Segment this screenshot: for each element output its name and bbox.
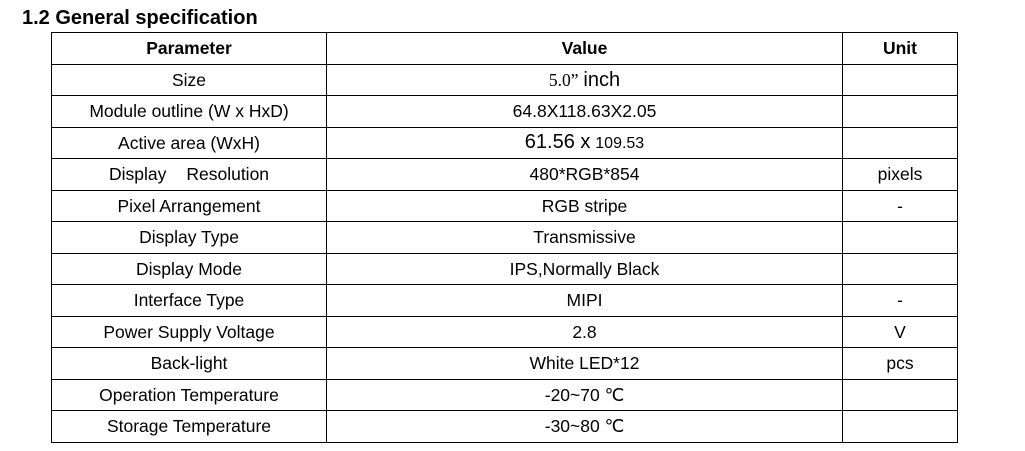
unit-cell: pcs xyxy=(842,347,958,380)
table-row: Display Type Transmissive xyxy=(51,221,958,254)
unit-cell xyxy=(842,221,958,254)
value-cell: Transmissive xyxy=(326,221,843,254)
table-row: Module outline (W x HxD) 64.8X118.63X2.0… xyxy=(51,95,958,128)
value-cell: MIPI xyxy=(326,284,843,317)
param-cell: Interface Type xyxy=(51,284,327,317)
unit-cell xyxy=(842,252,958,285)
section-heading: 1.2 General specification xyxy=(22,7,258,29)
value-cell: IPS,Normally Black xyxy=(326,252,843,285)
column-header-unit: Unit xyxy=(842,32,958,65)
value-cell: RGB stripe xyxy=(326,189,843,222)
column-header-parameter: Parameter xyxy=(51,32,327,65)
value-cell: -30~80 ℃ xyxy=(326,410,843,443)
value-cell: White LED*12 xyxy=(326,347,843,380)
unit-cell xyxy=(842,126,958,159)
value-cell: 5.0” inch xyxy=(326,63,843,96)
table-row: Operation Temperature -20~70 ℃ xyxy=(51,378,958,411)
table-row: Power Supply Voltage 2.8 V xyxy=(51,315,958,348)
unit-cell: - xyxy=(842,284,958,317)
unit-cell xyxy=(842,410,958,443)
param-cell: Module outline (W x HxD) xyxy=(51,95,327,128)
value-width: 61.56 x xyxy=(524,130,591,153)
unit-cell: pixels xyxy=(842,158,958,191)
table-row: Display Resolution 480*RGB*854 pixels xyxy=(51,158,958,191)
value-number: 5.0” xyxy=(548,69,579,90)
value-cell: 61.56 x 109.53 xyxy=(326,126,843,159)
column-header-value: Value xyxy=(326,32,843,65)
param-cell: Display Mode xyxy=(51,252,327,285)
param-cell: Operation Temperature xyxy=(51,378,327,411)
unit-cell xyxy=(842,378,958,411)
param-cell: Size xyxy=(51,63,327,96)
value-height: 109.53 xyxy=(595,134,645,152)
param-cell: Power Supply Voltage xyxy=(51,315,327,348)
table-row: Active area (WxH) 61.56 x 109.53 xyxy=(51,126,958,159)
value-cell: 2.8 xyxy=(326,315,843,348)
table-row: Interface Type MIPI - xyxy=(51,284,958,317)
spec-table: Parameter Value Unit Size 5.0” inch Modu… xyxy=(51,32,958,443)
param-cell: Pixel Arrangement xyxy=(51,189,327,222)
param-part-2: Resolution xyxy=(186,164,270,185)
table-row: Pixel Arrangement RGB stripe - xyxy=(51,189,958,222)
value-cell: 64.8X118.63X2.05 xyxy=(326,95,843,128)
unit-cell xyxy=(842,95,958,128)
param-part-1: Display xyxy=(108,164,167,185)
param-cell: Storage Temperature xyxy=(51,410,327,443)
value-cell: -20~70 ℃ xyxy=(326,378,843,411)
param-cell: Display Type xyxy=(51,221,327,254)
unit-cell: V xyxy=(842,315,958,348)
table-row: Size 5.0” inch xyxy=(51,63,958,96)
unit-cell: - xyxy=(842,189,958,222)
param-cell: Active area (WxH) xyxy=(51,126,327,159)
value-cell: 480*RGB*854 xyxy=(326,158,843,191)
table-row: Storage Temperature -30~80 ℃ xyxy=(51,410,958,443)
unit-cell xyxy=(842,63,958,96)
table-row: Back-light White LED*12 pcs xyxy=(51,347,958,380)
table-header-row: Parameter Value Unit xyxy=(51,32,958,65)
table-row: Display Mode IPS,Normally Black xyxy=(51,252,958,285)
param-cell: Display Resolution xyxy=(51,158,327,191)
value-unit-text: inch xyxy=(583,68,621,91)
param-cell: Back-light xyxy=(51,347,327,380)
